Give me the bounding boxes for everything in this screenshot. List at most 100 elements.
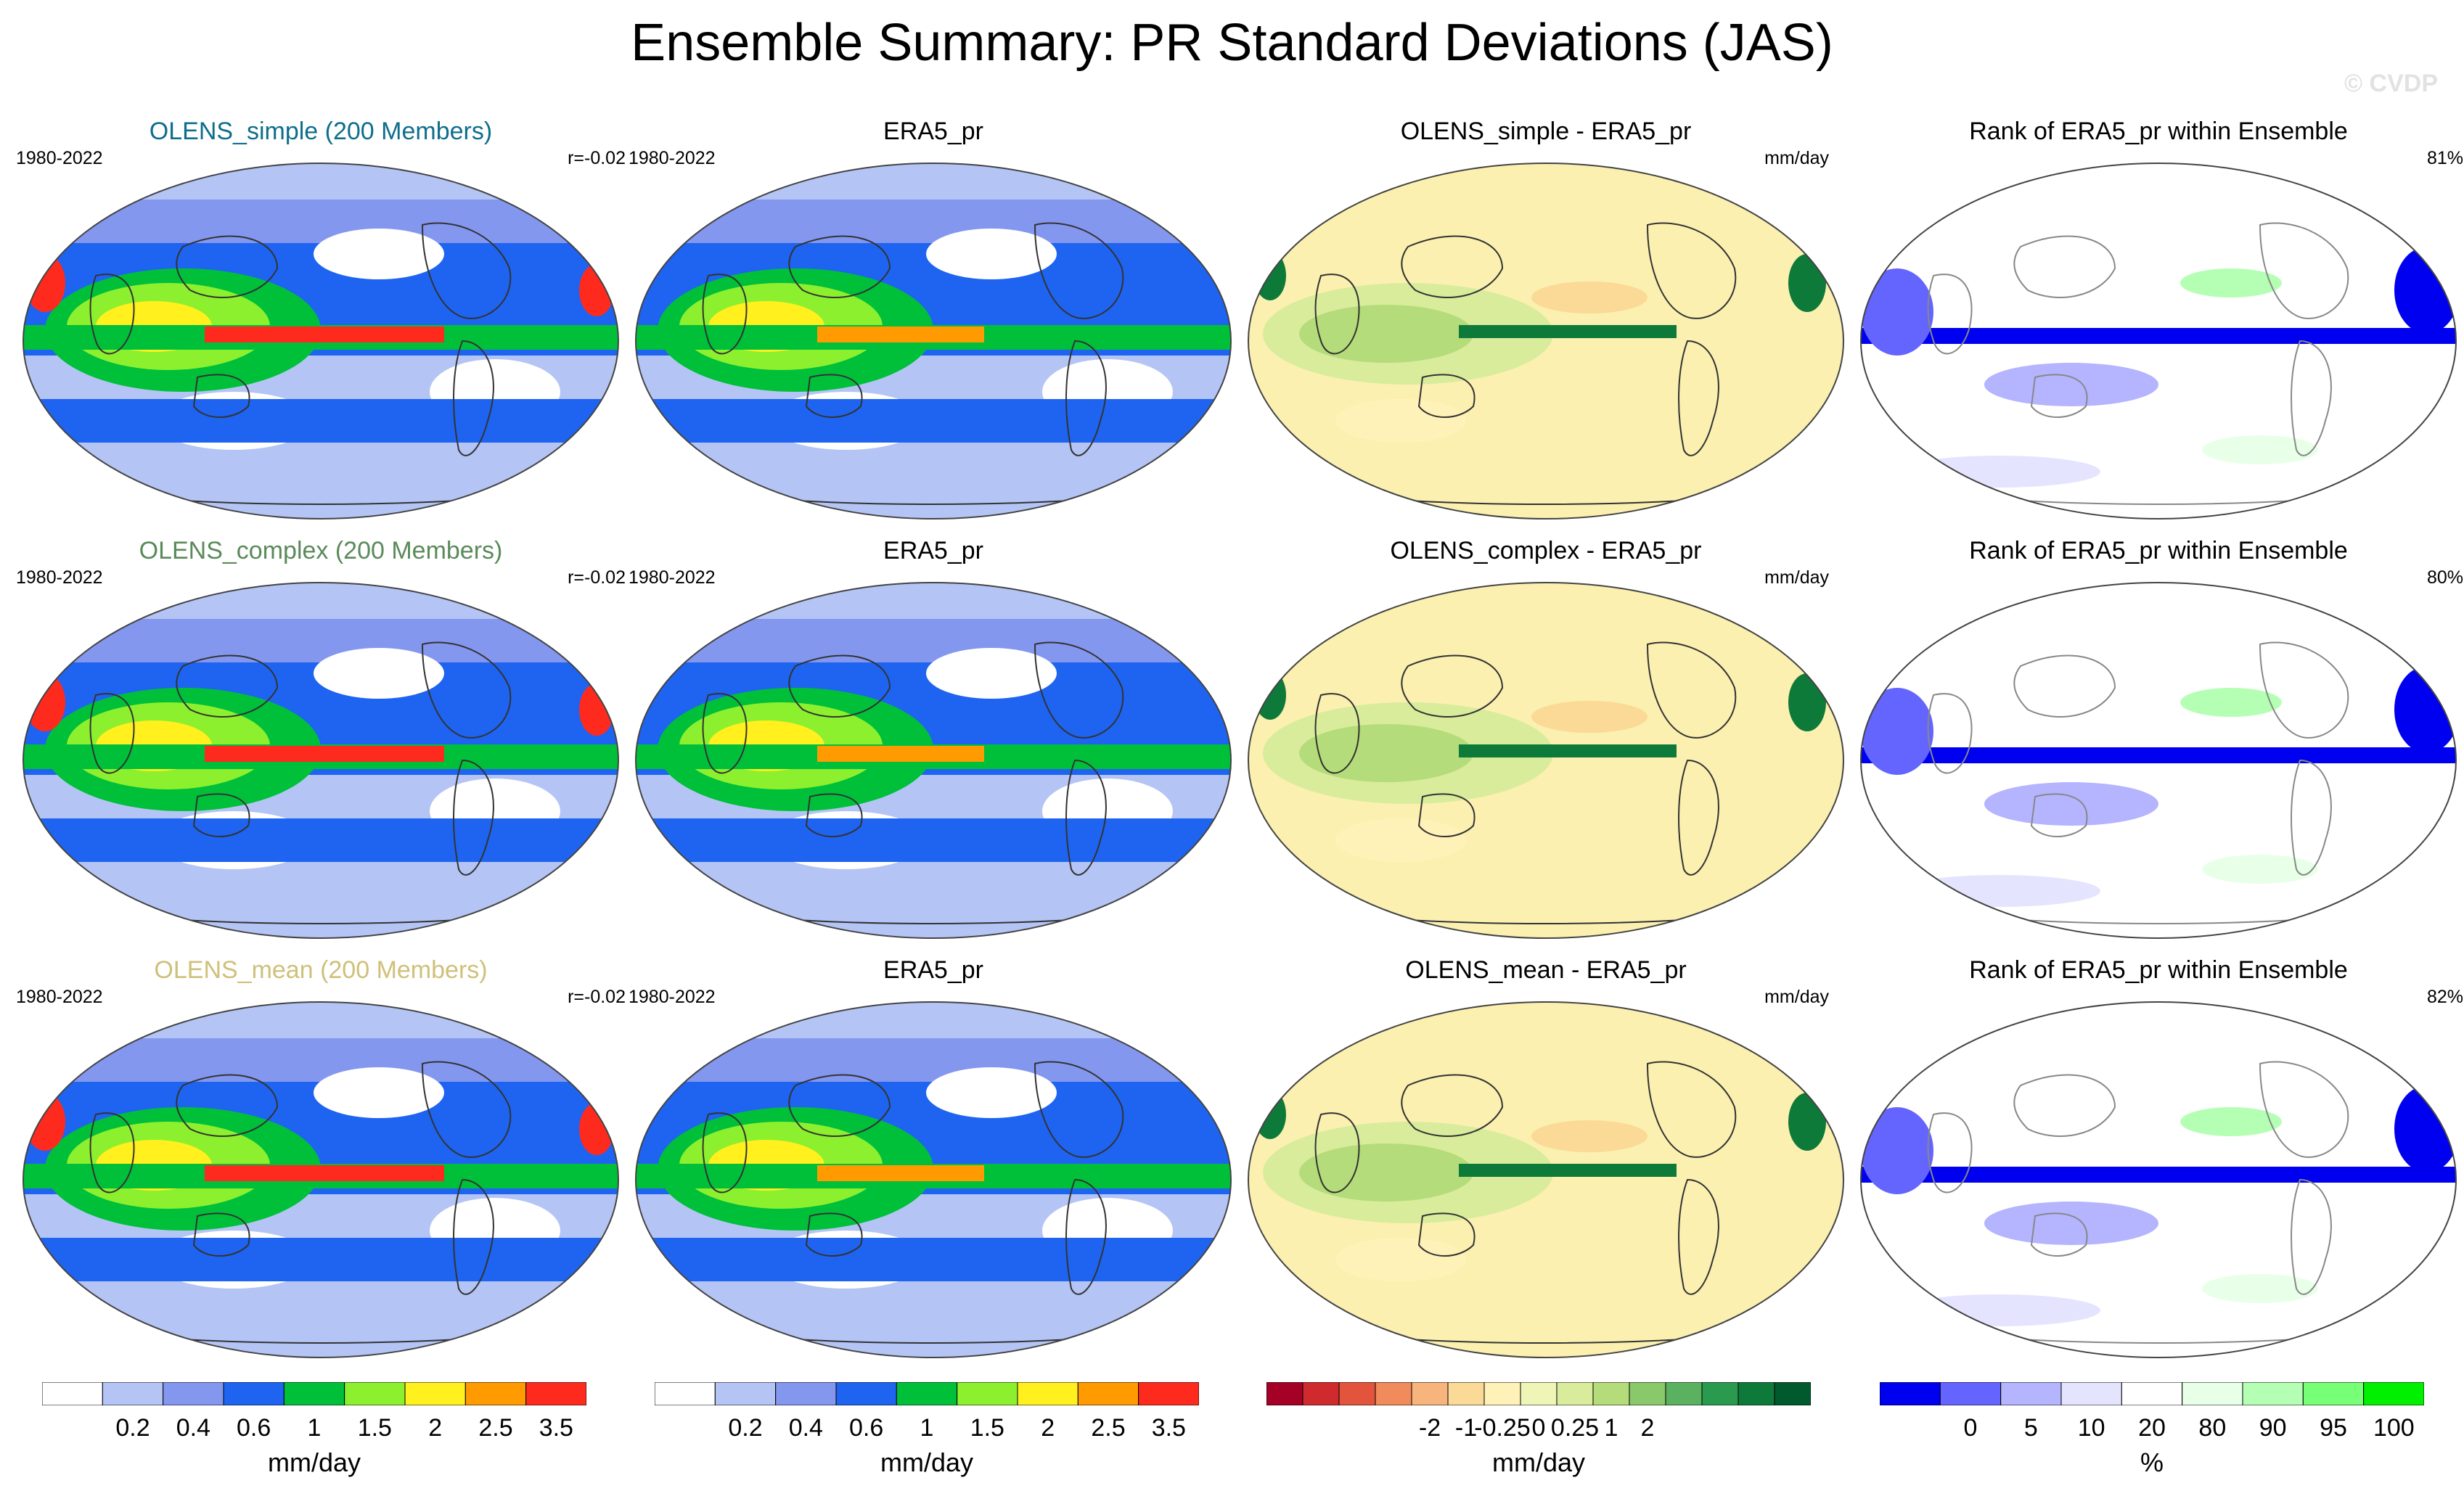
- colorbar-swatch: [1138, 1382, 1199, 1405]
- map-panel-ensemble-row3: OLENS_mean (200 Members) 1980-2022 r=-0.02: [16, 956, 626, 1363]
- sd-band-south: [636, 818, 1231, 862]
- panel-title: OLENS_complex - ERA5_pr: [1390, 537, 1702, 564]
- sd-itcz-core: [817, 746, 984, 762]
- colorbar-3: -2 -1 -0.25 0 0.25 1 2 mm/day: [1266, 1382, 1811, 1484]
- panel-title: OLENS_mean (200 Members): [154, 956, 488, 984]
- rank-itcz-low: [1861, 747, 2456, 763]
- diff-warm-pool: [1299, 305, 1473, 363]
- map-diff: [1248, 582, 1844, 939]
- colorbar-tick-label: -2: [1418, 1414, 1441, 1442]
- colorbar-swatch: [2302, 1382, 2365, 1405]
- colorbar-swatches: [42, 1382, 586, 1405]
- map-obs: [635, 582, 1232, 939]
- diff-itcz: [1459, 1164, 1677, 1177]
- diff-south-patch: [1335, 818, 1466, 862]
- colorbar-swatch: [775, 1382, 837, 1405]
- sd-east-edge-spot: [579, 1103, 614, 1155]
- sd-dry-subtropics: [314, 648, 444, 699]
- map-panel-obs-row2: ERA5_pr 1980-2022: [629, 537, 1238, 943]
- colorbar-tick-label: 10: [2077, 1414, 2105, 1442]
- panel-years-label: 1980-2022: [16, 567, 103, 588]
- continent-outline-3: [192, 1212, 250, 1257]
- diff-negative-patch: [1531, 701, 1648, 733]
- rank-north-high: [2180, 1107, 2282, 1136]
- colorbar-swatch: [1629, 1382, 1666, 1405]
- continent-outline-4: [1314, 1112, 1360, 1194]
- colorbar-tick-label: 1: [307, 1414, 322, 1442]
- continent-outline-4: [89, 274, 135, 355]
- colorbar-swatch: [2060, 1382, 2122, 1405]
- colorbar-tick-label: 0.6: [849, 1414, 884, 1442]
- map-obs: [635, 163, 1232, 519]
- continent-outline-0: [1646, 222, 1737, 319]
- map-field: [636, 1002, 1231, 1357]
- rank-west-low: [1861, 268, 1933, 356]
- diff-east-edge: [1788, 254, 1826, 312]
- map-ensemble: [22, 582, 619, 939]
- map-panel-diff-row3: OLENS_mean - ERA5_pr mm/day: [1241, 956, 1851, 1363]
- colorbar-tick-label: 1.5: [357, 1414, 392, 1442]
- diff-warm-pool: [1299, 724, 1473, 782]
- map-panel-obs-row1: ERA5_pr 1980-2022: [629, 118, 1238, 524]
- colorbar-swatches: [655, 1382, 1199, 1405]
- colorbar-swatch: [1939, 1382, 2002, 1405]
- map-panel-rank-row3: Rank of ERA5_pr within Ensemble 82%: [1854, 956, 2463, 1363]
- panel-title: Rank of ERA5_pr within Ensemble: [1969, 956, 2348, 984]
- map-panel-ensemble-row1: OLENS_simple (200 Members) 1980-2022 r=-0.…: [16, 118, 626, 524]
- colorbar-tick-label: 0: [1963, 1414, 1978, 1442]
- rank-west-low: [1861, 1107, 1933, 1194]
- colorbar-tick-label: 0.4: [176, 1414, 210, 1442]
- colorbar-swatch: [2242, 1382, 2304, 1405]
- sd-east-edge-spot: [579, 683, 614, 736]
- panel-years-label: 1980-2022: [629, 148, 716, 168]
- colorbar-swatch: [1880, 1382, 1941, 1405]
- sd-dry-subtropics: [926, 229, 1057, 279]
- colorbar-swatch: [1302, 1382, 1340, 1405]
- continent-outline-1: [1065, 340, 1107, 456]
- sd-west-edge-spot: [25, 673, 65, 731]
- continent-outline-0: [1646, 641, 1737, 739]
- colorbar-swatch: [1017, 1382, 1078, 1405]
- colorbar-unit-label: mm/day: [267, 1447, 361, 1477]
- continent-outline-0: [421, 222, 512, 319]
- colorbar-tick-label: 2.5: [478, 1414, 513, 1442]
- map-field: [1861, 163, 2456, 519]
- panel-corr-label: r=-0.02: [568, 148, 626, 168]
- panel-title: OLENS_simple (200 Members): [149, 118, 493, 145]
- rank-south-high: [2202, 435, 2318, 464]
- colorbar-tick-label: 5: [2023, 1414, 2038, 1442]
- sd-itcz-core: [205, 1165, 444, 1181]
- colorbar-tick-label: 0.6: [237, 1414, 271, 1442]
- rank-east-low: [2394, 666, 2456, 753]
- continent-outline-3: [1417, 793, 1475, 837]
- colorbar-tick-label: 1: [1604, 1414, 1618, 1442]
- colorbar-tick-label: -1: [1454, 1414, 1478, 1442]
- continent-outline-1: [1065, 1178, 1107, 1295]
- sd-band-south: [23, 1238, 618, 1281]
- continent-outline-3: [805, 374, 863, 418]
- map-field: [23, 583, 618, 938]
- colorbar-tick-label: 2: [1041, 1414, 1055, 1442]
- colorbar-swatch: [404, 1382, 466, 1405]
- map-border: [1860, 582, 2457, 939]
- map-ensemble: [22, 163, 619, 519]
- continent-outline-2: [1401, 1074, 1504, 1137]
- rank-south-high: [2202, 1274, 2318, 1303]
- map-field: [636, 163, 1231, 519]
- continent-outline-3: [192, 793, 250, 837]
- map-panel-diff-row1: OLENS_simple - ERA5_pr mm/day: [1241, 118, 1851, 524]
- continent-outline-2: [788, 1074, 891, 1137]
- colorbar-swatch: [2000, 1382, 2062, 1405]
- panel-pct-label: 82%: [2426, 987, 2463, 1007]
- rank-south-low: [1984, 1202, 2158, 1245]
- continent-outline-2: [788, 235, 891, 298]
- rank-east-low: [2394, 247, 2456, 334]
- continent-outline-4: [89, 693, 135, 774]
- sd-itcz-core: [817, 326, 984, 342]
- colorbar-swatch: [1338, 1382, 1376, 1405]
- continent-outline-0: [421, 641, 512, 739]
- colorbar-tick-label: 90: [2259, 1414, 2287, 1442]
- continent-outline-1: [453, 340, 494, 456]
- colorbar-swatch: [1077, 1382, 1139, 1405]
- colorbar-swatches: [1266, 1382, 1811, 1405]
